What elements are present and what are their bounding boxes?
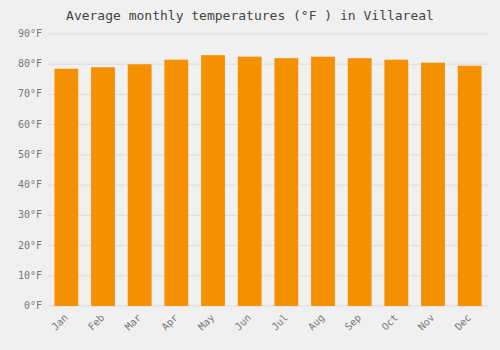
grid: [48, 34, 488, 306]
y-tick-label: 20°F: [18, 240, 42, 251]
bar: [54, 69, 78, 306]
background: [0, 0, 500, 350]
x-tick-label: Jun: [233, 312, 254, 333]
grid-line: [48, 34, 488, 35]
bar: [201, 55, 225, 306]
x-tick-label: Apr: [159, 312, 180, 333]
bar: [311, 57, 335, 306]
x-tick-label: Aug: [306, 312, 327, 333]
x-tick-label: Feb: [86, 312, 107, 333]
bar: [458, 66, 482, 306]
y-tick-label: 80°F: [18, 58, 42, 69]
bar: [238, 57, 262, 306]
x-tick-label: Sep: [343, 312, 364, 333]
x-tick-label: Jul: [269, 312, 290, 333]
y-tick-label: 60°F: [18, 119, 42, 130]
bar: [348, 58, 372, 306]
bar: [421, 63, 445, 306]
x-tick-label: Mar: [123, 312, 144, 333]
x-tick-label: Nov: [416, 312, 437, 333]
bar: [128, 64, 152, 306]
y-tick-label: 10°F: [18, 270, 42, 281]
bars: [54, 55, 481, 306]
x-tick-label: Oct: [379, 312, 400, 333]
y-axis: 0°F 10°F 20°F 30°F 40°F 50°F 60°F 70°F 80°F 90°F: [18, 28, 42, 311]
x-tick-label: May: [196, 312, 217, 333]
y-tick-label: 0°F: [24, 300, 42, 311]
x-axis: Jan Feb Mar Apr May Jun Jul Aug Sep Oct Nov Dec: [49, 312, 473, 333]
bar: [91, 67, 115, 306]
chart: 0°F 10°F 20°F 30°F 40°F 50°F 60°F 70°F 80°F 90°F J…: [0, 0, 500, 350]
bar: [384, 60, 408, 306]
y-tick-label: 90°F: [18, 28, 42, 39]
x-tick-label: Jan: [49, 312, 70, 333]
y-tick-label: 50°F: [18, 149, 42, 160]
bar: [164, 60, 188, 306]
bar: [274, 58, 298, 306]
y-tick-label: 70°F: [18, 88, 42, 99]
x-tick-label: Dec: [453, 312, 474, 333]
title: Average monthly temperatures (°F ) in Vi…: [66, 8, 434, 23]
y-tick-label: 30°F: [18, 209, 42, 220]
y-tick-label: 40°F: [18, 179, 42, 190]
